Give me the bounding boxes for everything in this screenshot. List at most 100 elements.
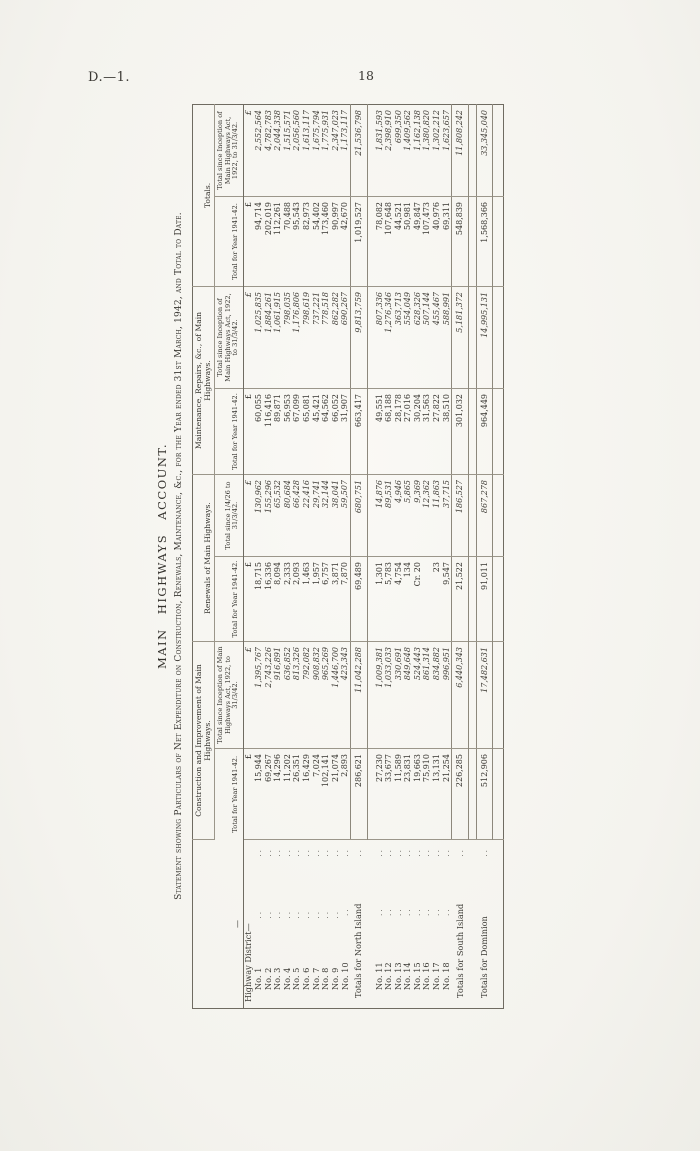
document-reference: D.—1. bbox=[88, 70, 130, 85]
dot-leader: .. bbox=[403, 907, 413, 916]
dot-leader: .. bbox=[311, 848, 321, 857]
currency-sign: £ bbox=[243, 556, 254, 642]
dot-leader: .. bbox=[321, 909, 331, 919]
construction-since-value: 861,314 bbox=[422, 641, 433, 749]
renewals-since-value: 12,362 bbox=[422, 474, 433, 557]
maintenance-year-value: 31,563 bbox=[422, 388, 433, 475]
section-label: Highway District— bbox=[243, 923, 254, 1002]
page-number: 18 bbox=[358, 68, 374, 83]
totals-since-value: 2,398,910 bbox=[384, 104, 394, 197]
totals-year-value: 107,473 bbox=[422, 196, 433, 287]
renewals-since-value: 38,041 bbox=[330, 474, 341, 557]
construction-year-value: 26,351 bbox=[292, 748, 302, 840]
row-label: No. 8 bbox=[321, 967, 331, 990]
maintenance-since-value: 507,144 bbox=[422, 286, 433, 389]
maintenance-since-value: 588,991 bbox=[441, 286, 452, 389]
spacer-row bbox=[367, 104, 375, 1008]
maintenance-year-value: 49,551 bbox=[374, 388, 385, 475]
dot-leader: .. bbox=[330, 848, 340, 857]
dot-leader: .. bbox=[374, 907, 384, 916]
district-row: No. 7.... 7,024 908,832 1,957 29,741 45,… bbox=[311, 104, 322, 1009]
row-label-cell: No. 1.... bbox=[254, 840, 264, 1009]
row-label: No. 6 bbox=[301, 967, 311, 990]
construction-year-value: 11,589 bbox=[393, 748, 404, 840]
renewals-year-value: 18,715 bbox=[253, 556, 264, 642]
maintenance-year-value: 68,188 bbox=[384, 388, 394, 475]
totals-year-value: 54,402 bbox=[311, 196, 322, 287]
renewals-year-value: 16,336 bbox=[263, 556, 274, 642]
col-sub-renewals-since: Total since 1/4/26 to 31/3/42. bbox=[214, 474, 244, 557]
currency-sign: £ bbox=[243, 196, 254, 287]
totals-year-value: 94,714 bbox=[253, 196, 264, 287]
dot-leader: .. bbox=[253, 848, 263, 857]
dot-leader: .. bbox=[282, 909, 292, 919]
totals-year-value: 44,521 bbox=[393, 196, 404, 287]
district-row: No. 2.... 69,267 2,743,226 16,336 155,29… bbox=[263, 104, 274, 1008]
maintenance-since-value: 798,035 bbox=[282, 286, 293, 389]
renewals-year-value: 9,547 bbox=[441, 556, 452, 642]
renewals-since-value: 11,863 bbox=[432, 474, 442, 557]
renewals-year-value: 1,463 bbox=[301, 556, 312, 642]
row-label: No. 2 bbox=[263, 967, 273, 990]
renewals-year-value: 7,870 bbox=[340, 556, 351, 642]
district-row: No. 14.... 23,831 849,648 134 5,865 27,0… bbox=[403, 104, 413, 1008]
construction-since-value: 849,648 bbox=[403, 641, 413, 749]
renewals-year-value: 134 bbox=[403, 556, 413, 642]
totals-year-value: 112,261 bbox=[273, 196, 283, 287]
totals-since-value: 1,302,212 bbox=[432, 104, 442, 197]
maintenance-year-value: 30,204 bbox=[412, 388, 423, 475]
maintenance-since-value: 690,267 bbox=[340, 286, 351, 389]
maintenance-since-value: 1,176,806 bbox=[292, 286, 302, 389]
construction-since-value: 423,343 bbox=[340, 641, 351, 749]
dot-leader: .. bbox=[432, 848, 442, 857]
row-label: Totals for North Island bbox=[353, 903, 364, 998]
construction-year-value: 226,285 bbox=[451, 748, 469, 840]
maintenance-since-value: 1,276,346 bbox=[384, 286, 394, 389]
row-label-cell: Totals for Dominion.. bbox=[476, 840, 493, 1009]
district-row: No. 18.... 21,254 996,951 9,547 37,715 3… bbox=[441, 104, 452, 1008]
renewals-since-value: 155,296 bbox=[263, 474, 274, 557]
totals-year-value: 90,997 bbox=[330, 196, 341, 287]
maintenance-year-value: 301,032 bbox=[451, 388, 469, 475]
construction-year-value: 21,254 bbox=[441, 748, 452, 840]
dot-leader: .. bbox=[432, 907, 442, 916]
renewals-since-value: 29,741 bbox=[311, 474, 322, 557]
district-row: No. 9.... 21,074 1,446,700 3,871 38,041 … bbox=[330, 104, 341, 1008]
col-group-renewals: Renewals of Main Highways. bbox=[192, 474, 215, 642]
construction-year-value: 15,944 bbox=[253, 748, 264, 840]
totals-since-value: 1,675,794 bbox=[311, 104, 322, 197]
row-label: No. 12 bbox=[384, 962, 394, 990]
row-label-cell: No. 8.... bbox=[321, 840, 331, 1009]
south-island-rows: No. 11.... 27,230 1,009,381 1,301 14,876… bbox=[374, 104, 452, 1009]
maintenance-since-value: 798,619 bbox=[301, 286, 312, 389]
construction-since-value: 1,395,767 bbox=[253, 641, 264, 749]
renewals-since-value: 37,715 bbox=[441, 474, 452, 557]
district-row: No. 4.... 11,202 636,852 2,333 80,684 56… bbox=[282, 104, 293, 1009]
renewals-since-value: 867,278 bbox=[476, 474, 493, 557]
renewals-year-value: 2,333 bbox=[282, 556, 293, 642]
grand-totals-body: Totals for South Island.. 226,285 6,440,… bbox=[451, 104, 504, 1009]
dot-leader: .. bbox=[480, 848, 490, 857]
dot-leader: .. bbox=[442, 907, 452, 916]
construction-year-value: 16,429 bbox=[301, 748, 312, 840]
totals-row-north-island: Totals for North Island.. 286,621 11,042… bbox=[350, 104, 367, 1008]
construction-since-value: 1,033,033 bbox=[384, 641, 394, 749]
row-label-cell: No. 7.... bbox=[312, 840, 322, 1009]
row-label: No. 17 bbox=[432, 962, 442, 990]
row-label: No. 10 bbox=[340, 962, 350, 990]
renewals-since-value: 5,865 bbox=[403, 474, 413, 557]
row-label: No. 16 bbox=[422, 962, 432, 990]
row-label-cell: No. 12.... bbox=[384, 840, 394, 1009]
renewals-year-value: 8,094 bbox=[273, 556, 283, 642]
row-label-cell: No. 5.... bbox=[292, 840, 302, 1009]
district-row: No. 1.... 15,944 1,395,767 18,715 130,96… bbox=[253, 104, 264, 1009]
construction-year-value: 102,141 bbox=[321, 748, 331, 840]
maintenance-year-value: 27,822 bbox=[432, 388, 442, 475]
maintenance-since-value: 628,326 bbox=[412, 286, 423, 389]
dot-leader: .. bbox=[263, 909, 273, 919]
totals-since-value: 1,173,117 bbox=[340, 104, 351, 197]
row-label-cell: No. 4.... bbox=[283, 840, 293, 1009]
currency-sign: £ bbox=[243, 641, 254, 749]
maintenance-since-value: 1,884,261 bbox=[263, 286, 274, 389]
